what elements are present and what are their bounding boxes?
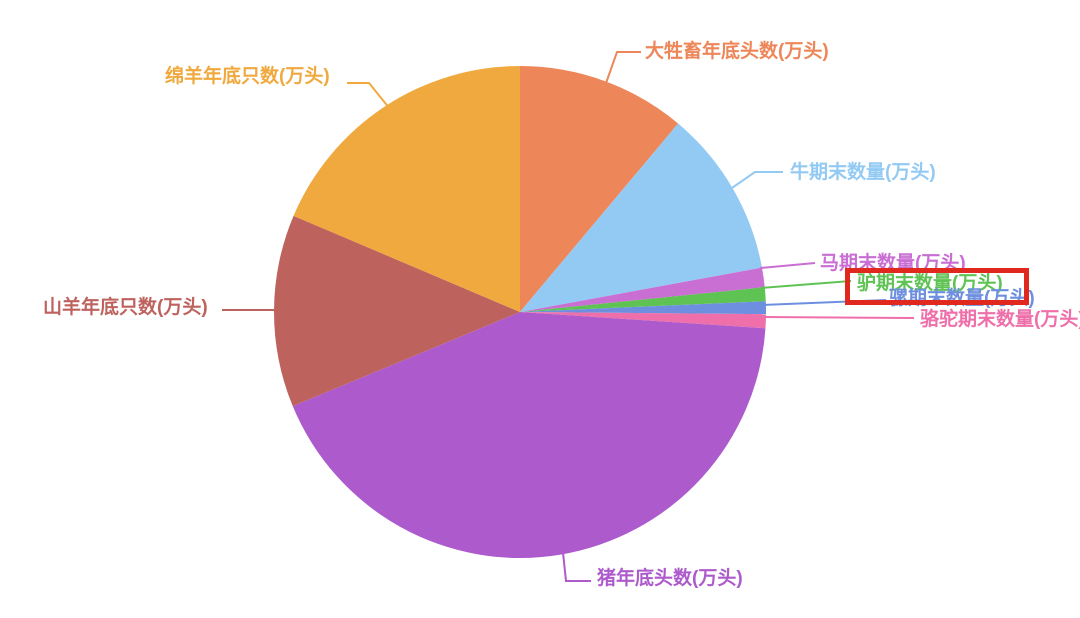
pie-slice-5[interactable]: [520, 312, 766, 329]
pie-slice-4[interactable]: [520, 301, 767, 315]
leader-line-0: [604, 51, 641, 87]
leader-line-2: [759, 262, 816, 269]
pie-slice-2[interactable]: [520, 267, 765, 312]
highlight-red-box: [845, 268, 1029, 305]
leader-line-5: [761, 316, 915, 319]
leader-line-6: [561, 542, 591, 582]
pie-slice-3[interactable]: [520, 287, 766, 312]
leader-line-8: [347, 82, 391, 110]
leader-line-3: [759, 280, 852, 289]
pie-slice-1[interactable]: [520, 123, 762, 312]
pie-slice-0[interactable]: [520, 66, 679, 312]
pie-slice-8[interactable]: [293, 66, 520, 312]
pie-slice-7[interactable]: [274, 215, 520, 407]
pie-slice-6[interactable]: [292, 312, 766, 558]
leader-line-1: [728, 171, 783, 191]
